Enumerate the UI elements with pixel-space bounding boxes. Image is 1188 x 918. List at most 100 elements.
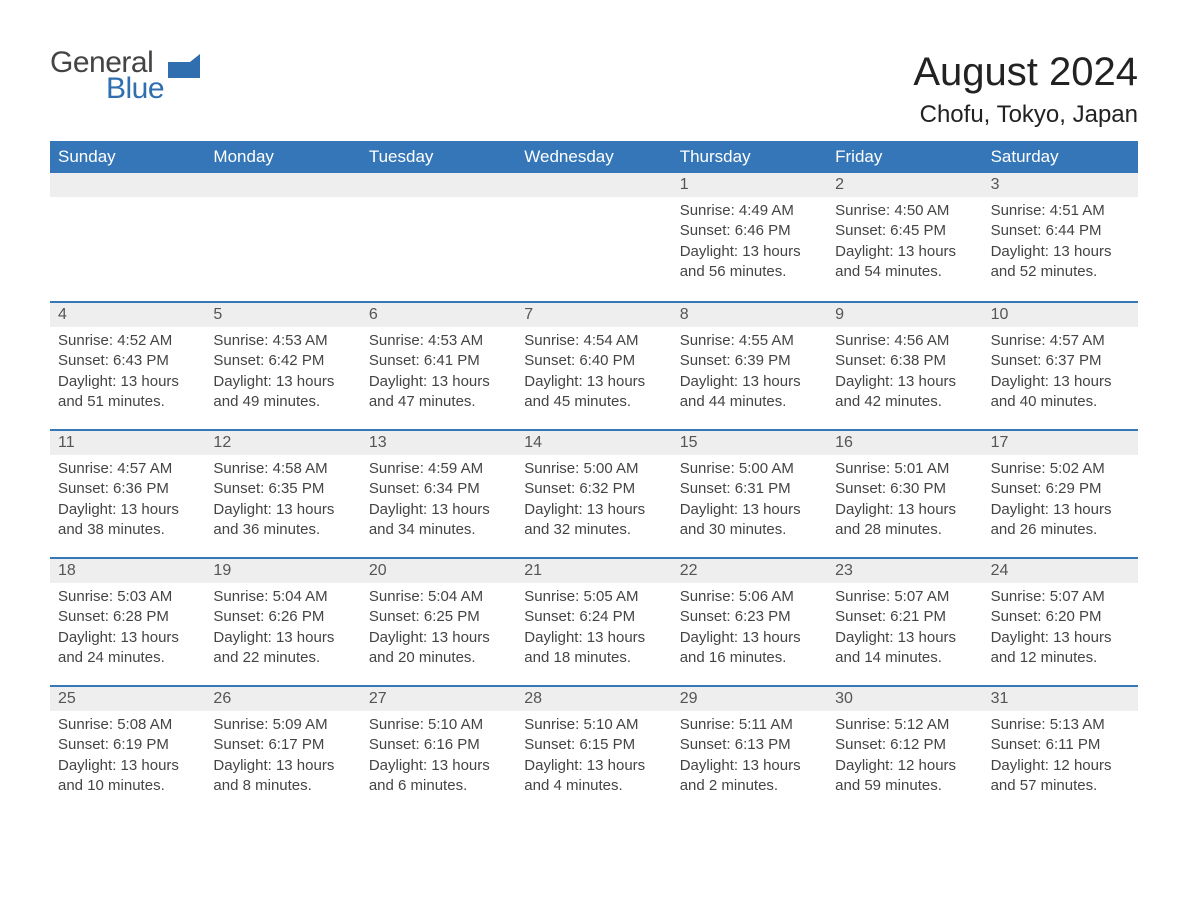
day-number: 17 [983, 431, 1138, 455]
day-body: Sunrise: 4:51 AMSunset: 6:44 PMDaylight:… [983, 197, 1138, 288]
weekday-header: Wednesday [516, 141, 671, 173]
day-body: Sunrise: 5:10 AMSunset: 6:15 PMDaylight:… [516, 711, 671, 802]
day-number: 4 [50, 303, 205, 327]
sunrise-line: Sunrise: 4:53 AM [369, 331, 508, 351]
month-title: August 2024 [913, 50, 1138, 95]
sunrise-line: Sunrise: 4:57 AM [58, 459, 197, 479]
sunset-line: Sunset: 6:40 PM [524, 351, 663, 371]
daylight-line: Daylight: 13 hours and 44 minutes. [680, 372, 819, 413]
day-body: Sunrise: 5:07 AMSunset: 6:21 PMDaylight:… [827, 583, 982, 674]
day-cell: 9Sunrise: 4:56 AMSunset: 6:38 PMDaylight… [827, 301, 982, 429]
sunrise-line: Sunrise: 5:05 AM [524, 587, 663, 607]
sunset-line: Sunset: 6:41 PM [369, 351, 508, 371]
day-number: 30 [827, 687, 982, 711]
day-number: 7 [516, 303, 671, 327]
sunrise-line: Sunrise: 4:58 AM [213, 459, 352, 479]
day-body: Sunrise: 5:00 AMSunset: 6:31 PMDaylight:… [672, 455, 827, 546]
daylight-line: Daylight: 13 hours and 45 minutes. [524, 372, 663, 413]
day-cell: 5Sunrise: 4:53 AMSunset: 6:42 PMDaylight… [205, 301, 360, 429]
day-number: 3 [983, 173, 1138, 197]
day-body: Sunrise: 5:10 AMSunset: 6:16 PMDaylight:… [361, 711, 516, 802]
weekday-header: Friday [827, 141, 982, 173]
sunset-line: Sunset: 6:46 PM [680, 221, 819, 241]
sunset-line: Sunset: 6:15 PM [524, 735, 663, 755]
day-cell: 1Sunrise: 4:49 AMSunset: 6:46 PMDaylight… [672, 173, 827, 301]
daylight-line: Daylight: 13 hours and 42 minutes. [835, 372, 974, 413]
sunset-line: Sunset: 6:35 PM [213, 479, 352, 499]
day-number-bar [516, 173, 671, 197]
sunrise-line: Sunrise: 5:09 AM [213, 715, 352, 735]
daylight-line: Daylight: 13 hours and 16 minutes. [680, 628, 819, 669]
sunset-line: Sunset: 6:24 PM [524, 607, 663, 627]
sunset-line: Sunset: 6:26 PM [213, 607, 352, 627]
day-number: 29 [672, 687, 827, 711]
weekday-header: Thursday [672, 141, 827, 173]
weekday-header: Tuesday [361, 141, 516, 173]
daylight-line: Daylight: 13 hours and 34 minutes. [369, 500, 508, 541]
sunset-line: Sunset: 6:19 PM [58, 735, 197, 755]
day-cell: 27Sunrise: 5:10 AMSunset: 6:16 PMDayligh… [361, 685, 516, 813]
day-cell: 10Sunrise: 4:57 AMSunset: 6:37 PMDayligh… [983, 301, 1138, 429]
day-body: Sunrise: 5:11 AMSunset: 6:13 PMDaylight:… [672, 711, 827, 802]
day-body: Sunrise: 5:08 AMSunset: 6:19 PMDaylight:… [50, 711, 205, 802]
location-title: Chofu, Tokyo, Japan [913, 101, 1138, 129]
sunset-line: Sunset: 6:37 PM [991, 351, 1130, 371]
day-number: 15 [672, 431, 827, 455]
day-body: Sunrise: 4:54 AMSunset: 6:40 PMDaylight:… [516, 327, 671, 418]
sunrise-line: Sunrise: 4:50 AM [835, 201, 974, 221]
daylight-line: Daylight: 13 hours and 30 minutes. [680, 500, 819, 541]
day-cell: 19Sunrise: 5:04 AMSunset: 6:26 PMDayligh… [205, 557, 360, 685]
weekday-header: Sunday [50, 141, 205, 173]
sunrise-line: Sunrise: 5:04 AM [213, 587, 352, 607]
day-number: 6 [361, 303, 516, 327]
day-number: 20 [361, 559, 516, 583]
day-body: Sunrise: 4:50 AMSunset: 6:45 PMDaylight:… [827, 197, 982, 288]
sunrise-line: Sunrise: 5:00 AM [680, 459, 819, 479]
sunset-line: Sunset: 6:45 PM [835, 221, 974, 241]
day-cell: 2Sunrise: 4:50 AMSunset: 6:45 PMDaylight… [827, 173, 982, 301]
day-number: 25 [50, 687, 205, 711]
day-cell: 17Sunrise: 5:02 AMSunset: 6:29 PMDayligh… [983, 429, 1138, 557]
sunrise-line: Sunrise: 4:59 AM [369, 459, 508, 479]
day-body: Sunrise: 4:58 AMSunset: 6:35 PMDaylight:… [205, 455, 360, 546]
day-body: Sunrise: 5:04 AMSunset: 6:26 PMDaylight:… [205, 583, 360, 674]
daylight-line: Daylight: 13 hours and 8 minutes. [213, 756, 352, 797]
day-cell [516, 173, 671, 301]
day-cell: 28Sunrise: 5:10 AMSunset: 6:15 PMDayligh… [516, 685, 671, 813]
day-cell: 15Sunrise: 5:00 AMSunset: 6:31 PMDayligh… [672, 429, 827, 557]
day-body: Sunrise: 4:52 AMSunset: 6:43 PMDaylight:… [50, 327, 205, 418]
day-body: Sunrise: 4:53 AMSunset: 6:41 PMDaylight:… [361, 327, 516, 418]
day-body: Sunrise: 5:05 AMSunset: 6:24 PMDaylight:… [516, 583, 671, 674]
day-body: Sunrise: 5:09 AMSunset: 6:17 PMDaylight:… [205, 711, 360, 802]
day-number: 23 [827, 559, 982, 583]
sunrise-line: Sunrise: 5:07 AM [835, 587, 974, 607]
sunset-line: Sunset: 6:23 PM [680, 607, 819, 627]
sunset-line: Sunset: 6:42 PM [213, 351, 352, 371]
day-cell: 25Sunrise: 5:08 AMSunset: 6:19 PMDayligh… [50, 685, 205, 813]
sunrise-line: Sunrise: 5:10 AM [524, 715, 663, 735]
daylight-line: Daylight: 13 hours and 32 minutes. [524, 500, 663, 541]
weekday-header: Saturday [983, 141, 1138, 173]
daylight-line: Daylight: 13 hours and 52 minutes. [991, 242, 1130, 283]
day-body: Sunrise: 4:57 AMSunset: 6:36 PMDaylight:… [50, 455, 205, 546]
day-number-bar [50, 173, 205, 197]
day-cell [361, 173, 516, 301]
day-cell: 26Sunrise: 5:09 AMSunset: 6:17 PMDayligh… [205, 685, 360, 813]
daylight-line: Daylight: 13 hours and 24 minutes. [58, 628, 197, 669]
day-number: 28 [516, 687, 671, 711]
sunset-line: Sunset: 6:20 PM [991, 607, 1130, 627]
day-number: 16 [827, 431, 982, 455]
day-body: Sunrise: 4:57 AMSunset: 6:37 PMDaylight:… [983, 327, 1138, 418]
day-body: Sunrise: 4:49 AMSunset: 6:46 PMDaylight:… [672, 197, 827, 288]
day-body: Sunrise: 5:03 AMSunset: 6:28 PMDaylight:… [50, 583, 205, 674]
sunrise-line: Sunrise: 5:11 AM [680, 715, 819, 735]
sunrise-line: Sunrise: 4:57 AM [991, 331, 1130, 351]
daylight-line: Daylight: 13 hours and 54 minutes. [835, 242, 974, 283]
sunrise-line: Sunrise: 5:06 AM [680, 587, 819, 607]
daylight-line: Daylight: 13 hours and 14 minutes. [835, 628, 974, 669]
sunrise-line: Sunrise: 5:01 AM [835, 459, 974, 479]
sunset-line: Sunset: 6:34 PM [369, 479, 508, 499]
day-number: 10 [983, 303, 1138, 327]
sunset-line: Sunset: 6:30 PM [835, 479, 974, 499]
day-cell: 29Sunrise: 5:11 AMSunset: 6:13 PMDayligh… [672, 685, 827, 813]
